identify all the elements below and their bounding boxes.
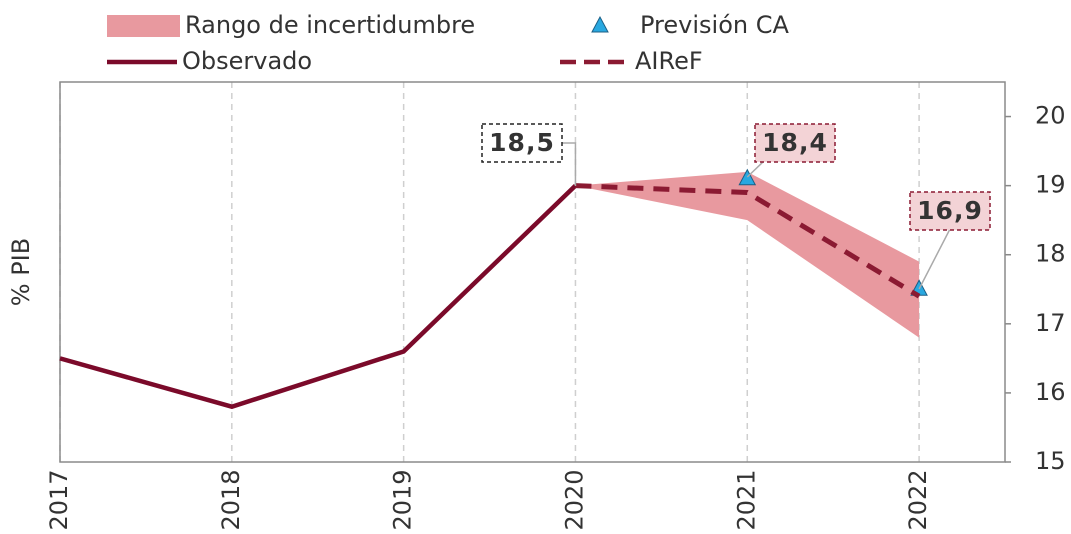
legend-swatch — [591, 15, 609, 33]
leader-line — [746, 159, 766, 178]
legend-label: Observado — [182, 47, 312, 75]
x-tick-label: 2017 — [45, 469, 73, 530]
plot-border — [59, 81, 1006, 463]
annotation-box — [754, 123, 836, 163]
leader-line — [918, 228, 951, 290]
observed-line — [59, 184, 578, 409]
annotation-box — [909, 191, 991, 231]
annotation-label: 16,9 — [917, 196, 983, 225]
y-tick-label: 20 — [1035, 102, 1066, 130]
y-tick-label: 16 — [1035, 378, 1066, 406]
x-tick-label: 2018 — [217, 469, 245, 530]
annotation-label: 18,5 — [489, 128, 555, 157]
y-axis-label: % PIB — [7, 238, 35, 306]
annotation-label: 18,4 — [762, 128, 828, 157]
legend-swatch — [107, 15, 180, 37]
y-tick-label: 19 — [1035, 171, 1066, 199]
forecast-line — [575, 183, 921, 299]
leader-line — [562, 142, 577, 186]
x-tick-label: 2021 — [732, 469, 760, 530]
annotation-box — [481, 123, 563, 163]
forecast-marker — [738, 168, 757, 186]
legend-label: Previsión CA — [640, 11, 789, 39]
y-tick-label: 17 — [1035, 309, 1066, 337]
x-tick-label: 2020 — [560, 469, 588, 530]
legend-label: Rango de incertidumbre — [185, 11, 475, 39]
x-tick-label: 2022 — [904, 469, 932, 530]
uncertainty-band — [575, 171, 920, 338]
y-tick-label: 15 — [1035, 447, 1066, 475]
y-tick-label: 18 — [1035, 240, 1066, 268]
legend-label: AIReF — [635, 47, 703, 75]
x-tick-label: 2019 — [389, 469, 417, 530]
